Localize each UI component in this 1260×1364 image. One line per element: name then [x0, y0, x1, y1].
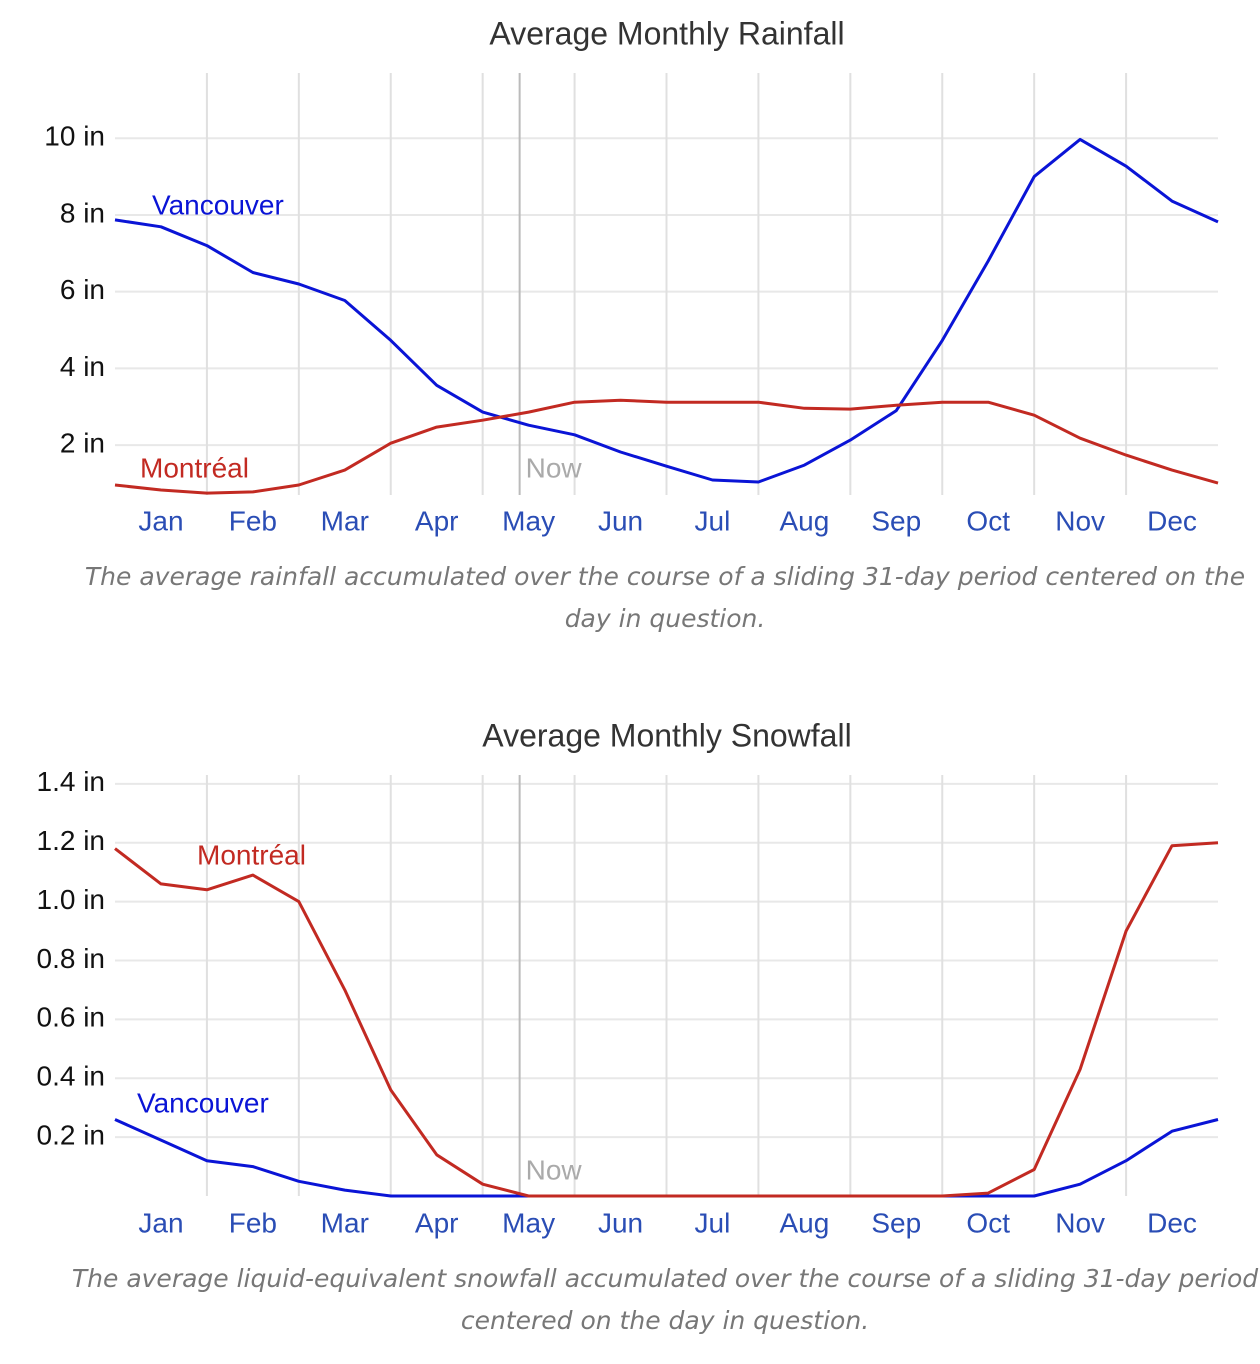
x-tick-label: Jan	[138, 1207, 183, 1238]
x-tick-label: Jul	[695, 1207, 731, 1238]
y-tick-label: 1.0 in	[37, 884, 106, 915]
x-tick-label: Feb	[229, 1207, 277, 1238]
x-tick-label: Jan	[138, 505, 183, 536]
series-line	[114, 398, 1219, 495]
now-label: Now	[526, 1154, 583, 1185]
x-tick-label: Apr	[415, 505, 459, 536]
now-label: Now	[526, 452, 583, 483]
x-tick-label: Mar	[321, 1207, 369, 1238]
series-label: Vancouver	[152, 189, 284, 220]
x-tick-label: Jun	[598, 1207, 643, 1238]
x-tick-label: Sep	[871, 1207, 921, 1238]
x-tick-label: Oct	[966, 1207, 1010, 1238]
x-tick-label: Nov	[1055, 505, 1105, 536]
x-tick-label: Feb	[229, 505, 277, 536]
y-tick-label: 10 in	[44, 121, 105, 152]
x-tick-label: Oct	[966, 505, 1010, 536]
x-tick-label: Aug	[779, 1207, 829, 1238]
x-tick-label: Aug	[779, 505, 829, 536]
x-tick-label: Nov	[1055, 1207, 1105, 1238]
x-tick-label: Dec	[1147, 1207, 1197, 1238]
x-tick-label: May	[502, 1207, 555, 1238]
series-label: Montréal	[197, 839, 306, 870]
caption: The average liquid-equivalent snowfall a…	[71, 1264, 1259, 1335]
chart-title: Average Monthly Snowfall	[482, 717, 851, 753]
series-line	[114, 137, 1219, 484]
chart-title: Average Monthly Rainfall	[489, 15, 844, 51]
x-tick-label: Dec	[1147, 505, 1197, 536]
y-tick-label: 0.4 in	[37, 1061, 106, 1092]
series-line	[114, 841, 1219, 1198]
x-tick-label: Mar	[321, 505, 369, 536]
x-tick-label: May	[502, 505, 555, 536]
x-tick-label: Apr	[415, 1207, 459, 1238]
y-tick-label: 1.4 in	[37, 766, 106, 797]
y-tick-label: 6 in	[60, 274, 105, 305]
y-tick-label: 0.8 in	[37, 943, 106, 974]
x-tick-label: Jun	[598, 505, 643, 536]
y-tick-label: 2 in	[60, 428, 105, 459]
y-tick-label: 0.6 in	[37, 1002, 106, 1033]
series-label: Montréal	[140, 452, 249, 483]
y-tick-label: 4 in	[60, 351, 105, 382]
caption: The average rainfall accumulated over th…	[84, 562, 1246, 633]
y-tick-label: 1.2 in	[37, 825, 106, 856]
x-tick-label: Jul	[695, 505, 731, 536]
x-tick-label: Sep	[871, 505, 921, 536]
series-label: Vancouver	[137, 1087, 269, 1118]
y-tick-label: 0.2 in	[37, 1120, 106, 1151]
y-tick-label: 8 in	[60, 197, 105, 228]
